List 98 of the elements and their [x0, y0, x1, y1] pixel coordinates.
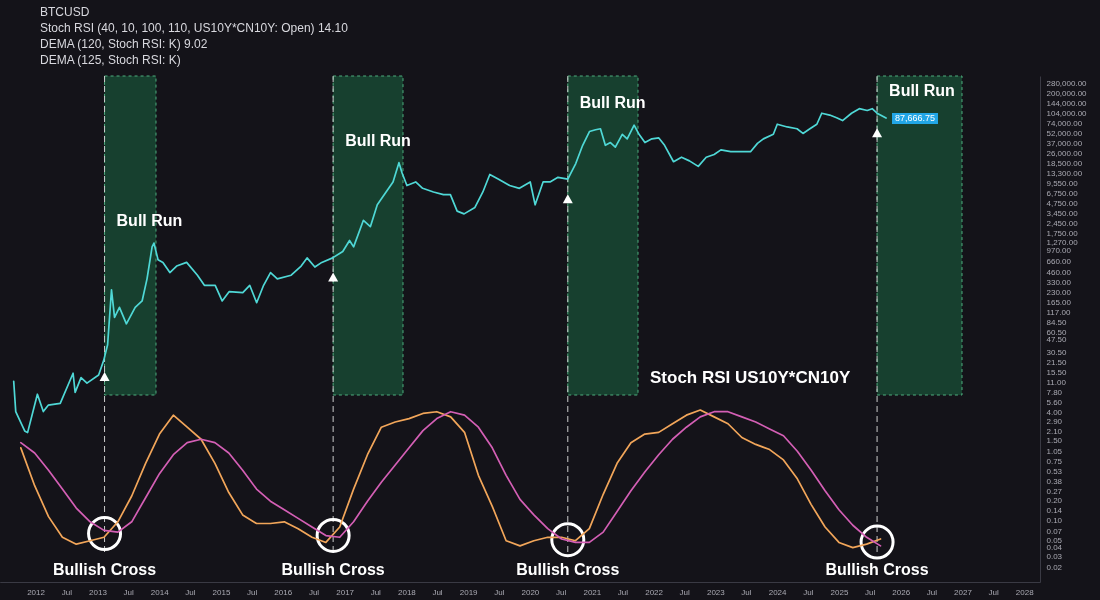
x-tick-label: 2022 — [645, 587, 664, 597]
y-tick-label: 21.50 — [1046, 358, 1068, 368]
x-tick-label: Jul — [370, 587, 382, 597]
x-tick-label: 2014 — [150, 587, 170, 597]
y-tick-label: 9,550.00 — [1046, 178, 1079, 188]
y-tick-label: 2,450.00 — [1046, 218, 1079, 228]
ref-line-label: Bullish Cross — [281, 561, 385, 578]
x-tick-label: 2015 — [212, 587, 231, 597]
x-tick-label: Jul — [123, 587, 134, 597]
x-tick-label: 2027 — [954, 587, 973, 597]
y-tick-label: 230.00 — [1046, 288, 1072, 298]
y-tick-label: 1.05 — [1046, 446, 1063, 456]
y-tick-label: 60.50 — [1046, 327, 1068, 337]
x-tick-label: 2020 — [521, 587, 540, 597]
x-tick-label: 2012 — [27, 587, 46, 597]
y-tick-label: 280,000.00 — [1046, 79, 1088, 89]
x-tick-label: Jul — [741, 587, 752, 597]
y-tick-label: 11.00 — [1046, 377, 1067, 387]
y-tick-label: 0.04 — [1046, 543, 1063, 553]
y-tick-label: 2.10 — [1046, 426, 1063, 436]
y-tick-label: 0.75 — [1046, 456, 1063, 466]
y-tick-label: 0.03 — [1046, 551, 1063, 561]
y-tick-label: 0.20 — [1046, 495, 1063, 505]
y-tick-label: 52,000.00 — [1046, 128, 1083, 138]
x-tick-label: 2017 — [336, 587, 355, 597]
band-label: Bull Run — [889, 82, 955, 100]
y-tick-label: 2.90 — [1046, 417, 1063, 427]
x-tick-label: Jul — [185, 587, 196, 597]
y-tick-label: 104,000.00 — [1046, 108, 1088, 118]
y-tick-label: 200,000.00 — [1046, 89, 1088, 99]
y-tick-label: 0.02 — [1046, 563, 1063, 573]
x-tick-label: Jul — [556, 587, 567, 597]
y-tick-label: 74,000.00 — [1046, 118, 1083, 128]
x-tick-label: 2024 — [768, 587, 788, 597]
text: DEMA (125, Stoch RSI: K) — [40, 52, 182, 68]
y-tick-label: 37,000.00 — [1046, 138, 1083, 148]
x-tick-label: Jul — [432, 587, 443, 597]
y-tick-label: 0.53 — [1046, 467, 1063, 477]
y-tick-label: 165.00 — [1046, 298, 1072, 308]
y-tick-label: 18,500.00 — [1046, 159, 1083, 169]
x-tick-label: 2023 — [706, 587, 726, 597]
y-tick-label: 0.07 — [1046, 526, 1063, 536]
x-tick-label: 2013 — [89, 587, 108, 597]
y-tick-label: 1.50 — [1046, 436, 1063, 446]
x-tick-label: 2025 — [830, 587, 849, 597]
y-tick-label: 26,000.00 — [1046, 149, 1083, 159]
y-tick-label: 15.50 — [1046, 367, 1068, 377]
y-tick-label: 5.60 — [1046, 397, 1063, 407]
x-tick-label: 2019 — [459, 587, 479, 597]
y-tick-label: 47.50 — [1046, 334, 1068, 344]
x-tick-label: 2026 — [892, 587, 911, 597]
text: Stoch RSI (40, 10, 100, 110, US10Y*CN10Y: Open) 14.10 — [40, 20, 348, 36]
y-tick-label: 0.05 — [1046, 536, 1063, 546]
band-label: Bull Run — [579, 94, 646, 112]
x-tick-label: Jul — [679, 587, 691, 597]
chart-title: Stoch RSI US10Y*CN10Y — [650, 368, 851, 388]
line-series — [12, 107, 887, 434]
x-tick-label: Jul — [988, 587, 999, 597]
y-tick-label: 460.00 — [1046, 268, 1072, 278]
x-tick-label: 2028 — [1015, 587, 1035, 597]
y-tick-label: 4,750.00 — [1046, 199, 1079, 209]
x-tick-label: Jul — [61, 587, 73, 597]
x-tick-label: 2021 — [583, 587, 602, 597]
y-tick-label: 0.10 — [1046, 516, 1063, 526]
ref-line-label: Bullish Cross — [52, 561, 157, 578]
y-tick-label: 4.00 — [1046, 407, 1063, 417]
band-label: Bull Run — [116, 212, 183, 230]
y-tick-label: 144,000.00 — [1046, 99, 1088, 109]
x-tick-label: Jul — [926, 587, 938, 597]
text: DEMA (120, Stoch RSI: K) 9.02 — [40, 36, 209, 52]
y-tick-label: 970.00 — [1046, 246, 1072, 256]
y-tick-label: 0.27 — [1046, 486, 1063, 496]
y-tick-label: 1,750.00 — [1046, 228, 1079, 238]
x-tick-label: Jul — [617, 587, 629, 597]
x-tick-label: Jul — [803, 587, 814, 597]
x-tick-label: Jul — [494, 587, 505, 597]
chart-title: BTCUSD — [40, 4, 91, 20]
y-tick-label: 7.80 — [1046, 387, 1063, 397]
ref-line-label: Bullish Cross — [825, 561, 929, 578]
y-tick-label: 0.38 — [1046, 476, 1063, 486]
y-tick-label: 1,270.00 — [1046, 238, 1079, 248]
y-tick-label: 660.00 — [1046, 257, 1072, 267]
y-tick-label: 84.50 — [1046, 317, 1068, 327]
band-label: Bull Run — [345, 131, 411, 149]
y-tick-label: 13,300.00 — [1046, 169, 1083, 179]
data-label: 87,666.75 — [892, 112, 939, 124]
x-tick-label: Jul — [865, 587, 876, 597]
y-tick-label: 3,450.00 — [1046, 208, 1079, 218]
y-tick-label: 30.50 — [1046, 347, 1068, 357]
x-tick-label: 2016 — [274, 587, 293, 597]
x-tick-label: Jul — [246, 587, 258, 597]
x-tick-label: 2018 — [397, 587, 417, 597]
y-tick-label: 330.00 — [1046, 277, 1072, 287]
y-tick-label: 0.14 — [1046, 506, 1063, 516]
y-tick-label: 117.00 — [1046, 308, 1071, 318]
x-tick-label: Jul — [308, 587, 320, 597]
y-tick-label: 6,750.00 — [1046, 189, 1079, 199]
ref-line-label: Bullish Cross — [516, 561, 620, 578]
